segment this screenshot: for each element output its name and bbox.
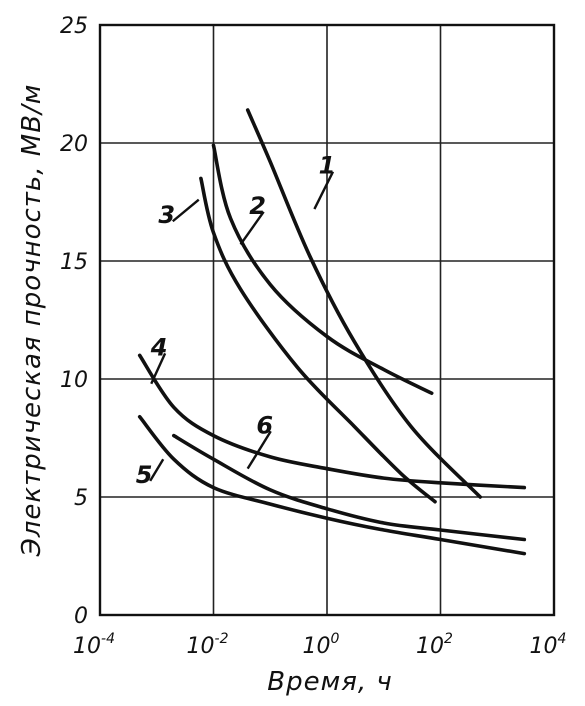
- x-tick-labels: 10-4 10-2 100 102 104: [73, 631, 566, 659]
- curve-label-3: 3: [158, 201, 175, 229]
- y-tick-label: 5: [74, 486, 88, 511]
- curve-label-6: 6: [256, 411, 273, 439]
- x-axis-label: Время, ч: [267, 667, 392, 697]
- curve-label-leader: [150, 352, 167, 385]
- series-1-line: [245, 108, 482, 499]
- series-6-line: [172, 433, 527, 542]
- series-group: [137, 108, 527, 556]
- curve-label-1: 1: [319, 152, 336, 180]
- curve-label-leader: [239, 211, 265, 246]
- y-tick-label: 0: [74, 604, 88, 629]
- curve-label-leader: [149, 458, 165, 482]
- x-tick-label: 100: [303, 631, 340, 659]
- x-tick-label: 10-4: [73, 631, 115, 659]
- x-tick-label: 104: [530, 631, 567, 659]
- y-tick-label: 10: [60, 368, 88, 393]
- y-tick-label: 25: [60, 14, 88, 39]
- curve-label-5: 5: [136, 461, 153, 489]
- curve-label-leader: [313, 171, 335, 210]
- series-3-line: [199, 176, 437, 504]
- curve-labels: 1 2 3 4 5 6: [136, 152, 336, 489]
- x-tick-label: 10-2: [187, 631, 229, 659]
- curve-label-4: 4: [150, 333, 168, 361]
- curve-label-leader: [246, 430, 272, 470]
- x-tick-label: 102: [416, 631, 453, 659]
- series-5-line: [137, 415, 527, 556]
- y-tick-label: 15: [60, 250, 88, 275]
- y-tick-label: 20: [60, 132, 88, 157]
- curve-label-leader: [171, 198, 200, 223]
- grid: [100, 25, 554, 615]
- y-axis-label: Электрическая прочность, МВ/м: [17, 84, 47, 558]
- plot-frame: [98, 23, 556, 617]
- curve-label-2: 2: [249, 192, 266, 220]
- series-2-line: [211, 143, 434, 395]
- series-4-line: [137, 353, 527, 490]
- y-tick-labels: 0 5 10 15 20 25: [60, 14, 88, 629]
